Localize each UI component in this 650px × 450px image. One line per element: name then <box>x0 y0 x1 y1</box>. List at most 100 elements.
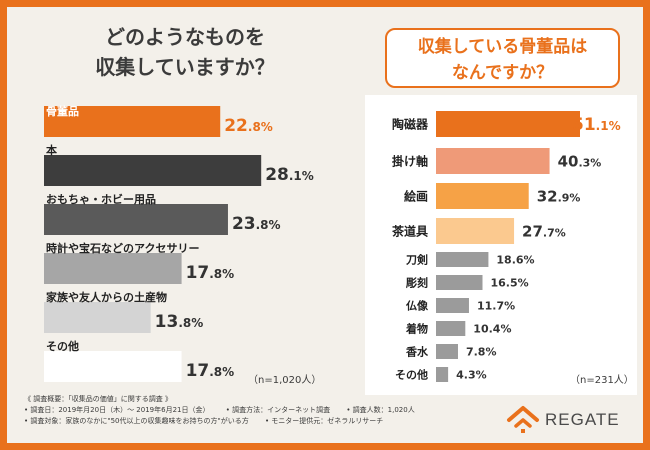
right-category-label-6: 仏像 <box>406 299 429 313</box>
left-value-label-3-int: 17 <box>186 263 210 283</box>
right-bar-8 <box>436 344 458 359</box>
right-value-label-3-int: 27 <box>522 222 543 240</box>
left-value-label-4-dec: .8% <box>178 316 203 330</box>
right-value-label-0-int: 51 <box>572 115 596 135</box>
right-category-label-1: 掛け軸 <box>392 154 428 169</box>
right-value-label-2-int: 32 <box>537 187 558 205</box>
right-value-label-0-dec: .1% <box>596 119 621 133</box>
right-value-label-9-dec: .3% <box>464 368 487 381</box>
left-value-label-3: 17.8% <box>186 263 235 283</box>
right-value-label-7-int: 10 <box>473 322 489 335</box>
right-category-label-3: 茶道具 <box>391 224 428 239</box>
left-value-label-3-dec: .8% <box>209 267 234 281</box>
left-chart-title: どのようなものを 収集していますか？ <box>60 22 310 82</box>
right-value-label-6-dec: .7% <box>492 299 515 312</box>
right-value-label-2: 32.9% <box>537 187 581 205</box>
left-value-label-4: 13.8% <box>155 312 204 332</box>
footer-survey-method: • 調査方法：インターネット調査 <box>225 406 331 414</box>
footer-survey-date: • 調査日：2019年月20日（木）～ 2019年6月21日（金） <box>24 406 210 414</box>
right-value-label-4-dec: .6% <box>512 253 535 266</box>
right-value-label-4: 18.6% <box>496 253 534 266</box>
footer-line-2: • 調査日：2019年月20日（木）～ 2019年6月21日（金） • 調査方法… <box>24 405 524 416</box>
right-value-label-1: 40.3% <box>558 152 602 170</box>
left-category-label-2: おもちゃ・ホビー用品 <box>46 192 156 206</box>
right-bar-9 <box>436 367 449 382</box>
right-bar-7 <box>436 321 466 336</box>
right-value-label-8: 7.8% <box>466 345 497 358</box>
right-value-label-1-int: 40 <box>558 152 579 170</box>
right-value-label-2-dec: .9% <box>558 191 581 204</box>
left-bar-3 <box>44 253 182 284</box>
left-category-label-4: 家族や友人からの土産物 <box>46 290 167 304</box>
right-category-label-5: 彫刻 <box>405 276 428 290</box>
left-value-label-5-dec: .8% <box>209 365 234 379</box>
right-value-label-8-dec: .8% <box>474 345 497 358</box>
right-value-label-1-dec: .3% <box>578 156 601 169</box>
right-value-label-0: 51.1% <box>572 115 621 135</box>
right-bar-3 <box>436 218 515 244</box>
right-value-label-5-int: 16 <box>490 276 506 289</box>
right-value-label-5-dec: .5% <box>506 276 529 289</box>
right-value-label-3-dec: .7% <box>543 226 566 239</box>
right-value-label-4-int: 18 <box>496 253 511 266</box>
right-value-label-9-int: 4 <box>456 368 464 381</box>
left-category-label-3: 時計や宝石などのアクセサリー <box>46 241 199 255</box>
right-category-label-2: 絵画 <box>404 189 428 204</box>
left-bar-0 <box>44 106 221 137</box>
left-value-label-1: 28.1% <box>265 165 314 185</box>
left-value-label-5-int: 17 <box>186 361 210 381</box>
footer-survey-count: • 調査人数：1,020人 <box>346 406 415 414</box>
right-title-line2: なんですか？ <box>451 63 554 83</box>
regate-house-icon <box>507 406 539 433</box>
right-chart-title: 収集している骨董品は なんですか？ <box>385 28 620 88</box>
survey-footer: 《 調査概要：「収集品の価値」に関する調査 》 • 調査日：2019年月20日（… <box>24 394 524 427</box>
footer-line-3: • 調査対象：家族のなかに"50代以上の収集趣味をお持ちの方"がいる方 • モニ… <box>24 416 524 427</box>
left-value-label-2: 23.8% <box>232 214 281 234</box>
left-value-label-1-int: 28 <box>265 165 289 185</box>
left-title-line2: 収集していますか？ <box>95 55 275 79</box>
left-value-label-0-int: 22 <box>224 116 248 136</box>
right-value-label-6-int: 11 <box>477 299 492 312</box>
right-category-label-4: 刀剣 <box>406 253 428 267</box>
right-bar-5 <box>436 275 483 290</box>
right-value-label-9: 4.3% <box>456 368 487 381</box>
right-category-label-9: その他 <box>395 368 428 382</box>
left-category-label-0: 骨董品 <box>46 104 79 118</box>
left-value-label-0-dec: .8% <box>248 120 273 134</box>
right-value-label-6: 11.7% <box>477 299 515 312</box>
left-bar-4 <box>44 302 151 333</box>
logo-text: REGATE <box>545 410 620 429</box>
left-sample-size: （n=1,020人） <box>248 374 321 386</box>
right-bar-6 <box>436 298 469 313</box>
left-value-label-2-int: 23 <box>232 214 256 234</box>
right-value-label-8-int: 7 <box>466 345 474 358</box>
right-value-label-7: 10.4% <box>473 322 511 335</box>
right-value-label-3: 27.7% <box>522 222 566 240</box>
left-bar-1 <box>44 155 262 186</box>
left-value-label-0: 22.8% <box>224 116 273 136</box>
left-value-label-2-dec: .8% <box>256 218 281 232</box>
right-category-label-8: 香水 <box>405 345 429 359</box>
left-value-label-5: 17.8% <box>186 361 235 381</box>
left-bar-2 <box>44 204 228 235</box>
right-bar-4 <box>436 252 489 267</box>
right-category-label-0: 陶磁器 <box>392 117 429 132</box>
left-value-label-4-int: 13 <box>155 312 179 332</box>
right-category-label-7: 着物 <box>405 322 428 336</box>
regate-logo: REGATE <box>505 402 635 438</box>
left-value-label-1-dec: .1% <box>289 169 314 183</box>
left-category-label-5: その他 <box>46 339 79 353</box>
right-chart-panel <box>365 95 637 395</box>
footer-survey-target: • 調査対象：家族のなかに"50代以上の収集趣味をお持ちの方"がいる方 <box>24 417 249 425</box>
right-sample-size: （n=231人） <box>570 374 634 386</box>
left-category-label-1: 本 <box>46 143 57 157</box>
right-bar-1 <box>436 148 550 174</box>
footer-line-1: 《 調査概要：「収集品の価値」に関する調査 》 <box>24 395 172 403</box>
right-value-label-5: 16.5% <box>490 276 528 289</box>
left-bar-5 <box>44 351 182 382</box>
footer-monitor-provider: • モニター提供元：ゼネラルリサーチ <box>264 417 384 425</box>
right-value-label-7-dec: .4% <box>489 322 512 335</box>
right-bar-2 <box>436 183 529 209</box>
